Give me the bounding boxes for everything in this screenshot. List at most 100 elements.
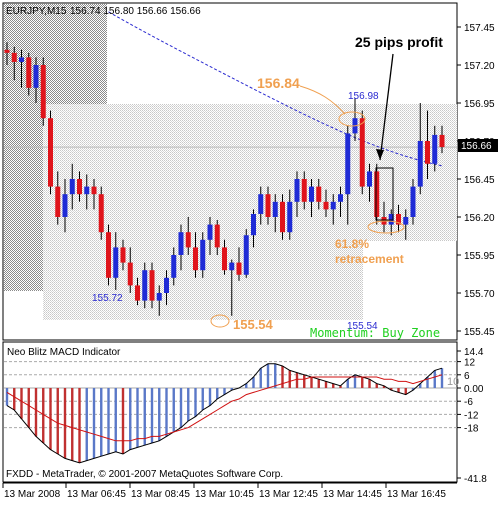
time-tick-label: 13 Mar 14:45 [323, 489, 382, 500]
candle [4, 42, 10, 65]
candle [171, 247, 177, 286]
candle [251, 209, 256, 248]
candle-body-up [62, 194, 68, 217]
macd-panel: Neo Blitz MACD Indicator 10 FXDD - MetaT… [2, 341, 459, 483]
candle [367, 163, 372, 202]
momentum-label: Momentum: Buy Zone [310, 326, 440, 340]
price-tick-label: 156.20 [464, 213, 495, 224]
time-axis: 13 Mar 2008 13 Mar 06:45 13 Mar 08:45 13 Ma… [2, 482, 457, 500]
candle-body-up [287, 201, 293, 233]
macd-tick-label: 0.00 [464, 384, 484, 395]
candle [26, 52, 32, 96]
annotations: 25 pips profit 156.84 156.98 155.72 155.… [92, 34, 443, 340]
profit-arrow [379, 53, 394, 161]
candle-body-down [359, 118, 365, 187]
macd-axis: 14.412 6 0.00 -6 -12 -18 -41.8 [457, 347, 487, 485]
candle-body-down [120, 247, 126, 263]
ohlc-values: 156.74 156.80 156.66 156.66 [70, 6, 201, 17]
candle-body-down [91, 186, 97, 195]
candle-body-down [280, 201, 285, 233]
peak-price-label: 156.84 [257, 75, 300, 91]
candle [294, 171, 300, 217]
price-tick-label: 155.70 [464, 289, 495, 300]
high-price-label: 156.98 [348, 91, 379, 102]
macd-tick-label: 14.4 [464, 347, 484, 358]
candle-body-down [77, 179, 82, 195]
candle [113, 232, 119, 290]
time-tick-label: 13 Mar 2008 [4, 489, 61, 500]
candle-body-down [439, 134, 445, 148]
candle [236, 247, 242, 281]
candle [425, 110, 430, 179]
candle [55, 171, 61, 225]
candle [11, 46, 17, 81]
candle [142, 262, 148, 309]
macd-tick-label: -41.8 [464, 474, 487, 485]
candle-body-down [26, 57, 32, 88]
candle [265, 186, 271, 225]
candle [439, 125, 445, 154]
candle-body-down [323, 201, 329, 210]
macd-tick-label: -6 [464, 397, 473, 408]
candle [316, 179, 322, 210]
candle-body-down [98, 194, 104, 233]
candle [287, 189, 293, 240]
candle-body-up [171, 255, 177, 278]
candle-body-up [294, 179, 300, 202]
candle-body-up [207, 224, 213, 240]
symbol-title: EURJPY,M15 [6, 6, 67, 17]
time-tick-label: 13 Mar 10:45 [195, 489, 254, 500]
time-tick-label: 13 Mar 12:45 [259, 489, 318, 500]
profit-box [375, 167, 394, 221]
pips-profit-label: 25 pips profit [355, 34, 443, 50]
candle-body-up [113, 247, 119, 278]
candle-body-up [367, 171, 372, 187]
candle [410, 179, 416, 225]
candle [359, 110, 365, 195]
candle [185, 217, 191, 255]
candle-body-down [214, 224, 220, 248]
candle [48, 110, 53, 195]
candle-body-down [185, 232, 191, 248]
candle-body-down [222, 247, 227, 271]
moving-average [108, 11, 443, 167]
candle-body-up [309, 186, 314, 202]
candle [243, 229, 249, 278]
candle-body-up [258, 194, 264, 214]
time-tick-label: 13 Mar 06:45 [67, 489, 126, 500]
low-price-label-left: 155.72 [92, 293, 123, 304]
candle-body-up [69, 179, 75, 195]
price-tick-label: 156.45 [464, 175, 495, 186]
candle-body-up [251, 213, 256, 236]
candle [207, 217, 213, 255]
current-price-tag: 156.66 [458, 139, 498, 152]
candle [403, 209, 409, 240]
candle-body-down [4, 49, 10, 53]
price-tick-label: 155.95 [464, 251, 495, 262]
candle [84, 174, 90, 210]
candle-body-up [200, 239, 206, 271]
candle [374, 163, 380, 225]
candle [91, 179, 97, 210]
candle-body-up [142, 270, 148, 301]
candle [120, 239, 126, 271]
candle [69, 163, 75, 210]
candle [280, 194, 285, 240]
candle-body-down [316, 186, 322, 202]
price-tick-label: 155.45 [464, 327, 495, 338]
macd-tick-label: -18 [464, 424, 479, 435]
candle [62, 179, 68, 233]
candle-body-up [432, 134, 438, 164]
copyright-text: FXDD - MetaTrader, © 2001-2007 MetaQuote… [6, 469, 283, 480]
candle [149, 262, 155, 309]
low-price-label-bottom: 155.54 [347, 321, 378, 332]
candle-body-down [48, 118, 53, 187]
candle [258, 186, 264, 225]
time-tick-label: 13 Mar 08:45 [131, 489, 190, 500]
macd-title: Neo Blitz MACD Indicator [7, 347, 121, 358]
macd-signal-line [6, 374, 443, 442]
candle-body-down [135, 285, 140, 301]
candle [106, 224, 111, 286]
candle-body-down [40, 65, 46, 119]
